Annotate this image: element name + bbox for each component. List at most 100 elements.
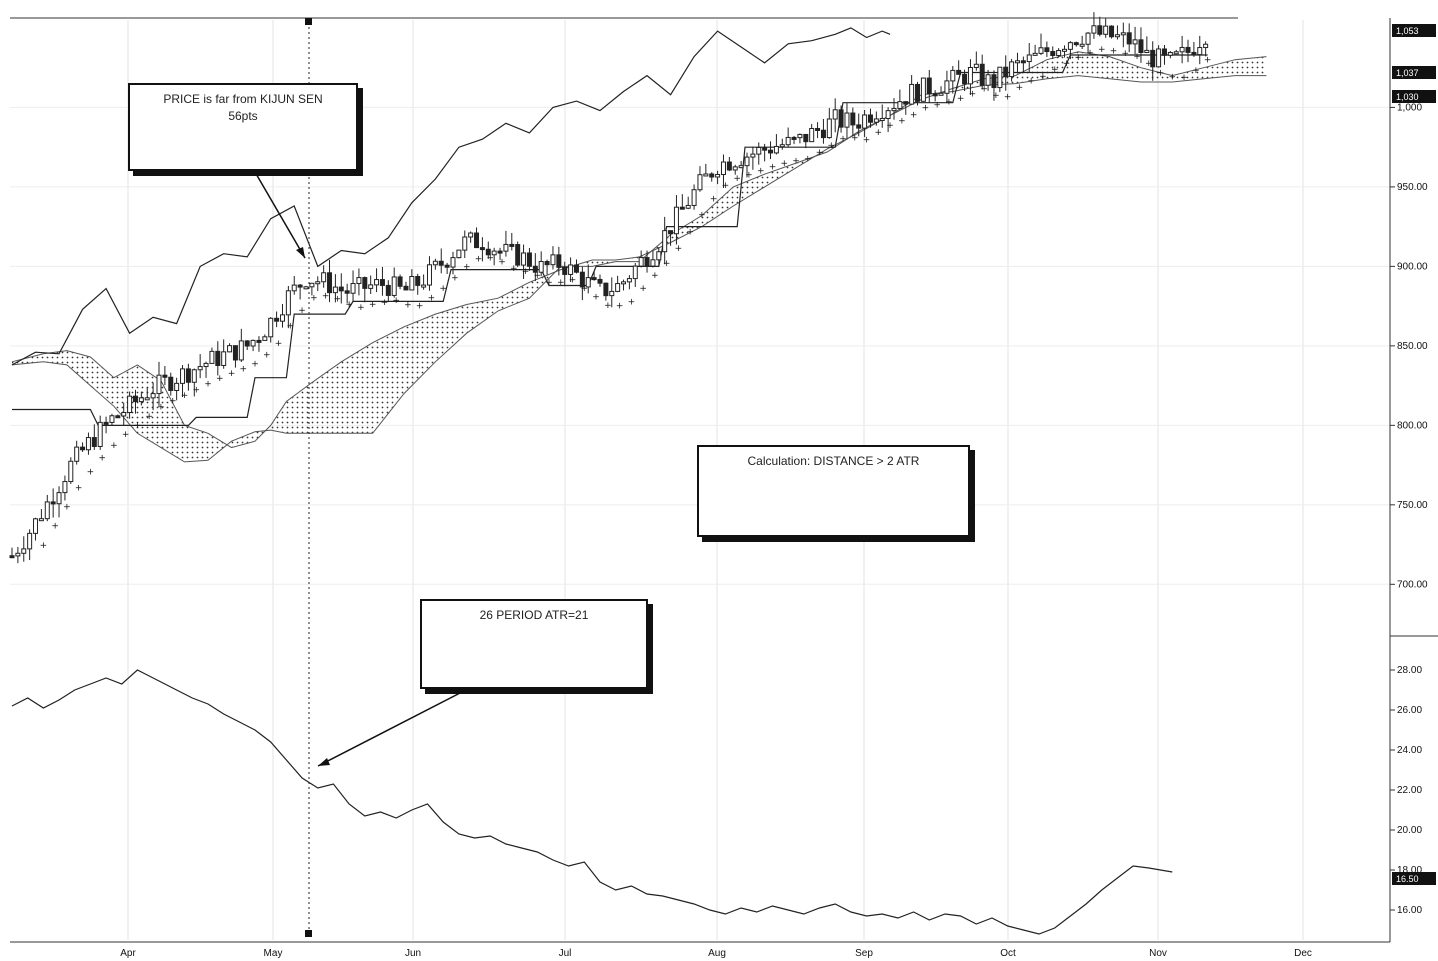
tenkan-marker: + — [216, 374, 224, 384]
candle-body — [1191, 51, 1197, 56]
tenkan-marker: + — [181, 391, 189, 401]
tenkan-marker: + — [1074, 53, 1082, 63]
candle-body — [1150, 49, 1156, 68]
tenkan-marker: + — [1110, 47, 1118, 57]
candle-body — [468, 232, 474, 238]
candle-body — [115, 415, 121, 419]
tenkan-marker: + — [980, 85, 988, 95]
atr-tick-label: 18.00 — [1397, 865, 1422, 876]
candle-body — [1167, 51, 1173, 56]
tenkan-marker: + — [145, 412, 153, 422]
tenkan-marker: + — [1086, 49, 1094, 59]
candle-body — [685, 204, 691, 209]
candle-body — [1050, 51, 1056, 56]
candle-body — [809, 127, 815, 143]
tenkan-marker: + — [251, 360, 259, 370]
cursor-handle-top[interactable] — [305, 18, 312, 25]
candle-body — [903, 101, 909, 105]
candle-body — [750, 153, 756, 158]
candle-body — [344, 290, 350, 294]
candle-body — [215, 350, 221, 366]
candle-body — [1032, 52, 1038, 56]
candle-body — [756, 146, 762, 155]
tenkan-marker: + — [122, 430, 130, 440]
tenkan-marker: + — [1180, 73, 1188, 83]
price-badge-label: 1,053 — [1396, 26, 1419, 36]
atr-panel — [11, 669, 1173, 935]
candle-body — [327, 272, 333, 294]
tenkan-marker: + — [851, 133, 859, 143]
candle-body — [1179, 46, 1185, 53]
candle-body — [221, 351, 227, 366]
tenkan-marker: + — [581, 284, 589, 294]
candle-body — [697, 174, 703, 191]
candle-body — [926, 77, 932, 95]
calculation-note: Calculation: DISTANCE > 2 ATR — [747, 454, 920, 468]
chikou-span-line — [11, 27, 891, 366]
candle-body — [1091, 25, 1097, 34]
tenkan-marker: + — [428, 294, 436, 304]
candle-body — [744, 156, 750, 167]
tenkan-marker: + — [886, 121, 894, 131]
tenkan-marker: + — [639, 284, 647, 294]
candle-body — [91, 437, 97, 447]
candle-body — [74, 446, 80, 462]
candle-body — [550, 254, 556, 266]
tenkan-sen-dots: ++++++++++++++++ + + ++++++ + ++ + + + + + ++++++ + +… — [40, 45, 1212, 551]
tenkan-marker: + — [616, 301, 624, 311]
candle-body — [985, 74, 991, 86]
candle-body — [709, 173, 715, 178]
atr-tick-label: 28.00 — [1397, 665, 1422, 676]
candle-body — [180, 368, 186, 384]
candle-body — [426, 264, 432, 286]
atr-axis-labels: 16.00 18.00 20.00 22.00 24.00 26.00 28.00 — [1390, 665, 1422, 916]
candle-body — [1203, 43, 1209, 49]
month-tick-label: Jul — [559, 948, 572, 959]
tenkan-marker: + — [63, 503, 71, 513]
candle-body — [521, 252, 527, 266]
tenkan-marker: + — [451, 274, 459, 284]
tenkan-marker: + — [875, 128, 883, 138]
candle-body — [1114, 34, 1120, 38]
candle-body — [168, 376, 174, 391]
tenkan-marker: + — [592, 292, 600, 302]
candle-body — [309, 282, 315, 288]
candle-body — [150, 393, 156, 399]
candle-body — [673, 206, 679, 235]
candle-body — [27, 532, 33, 550]
candle-body — [738, 165, 744, 169]
candlesticks — [9, 12, 1209, 564]
tenkan-marker: + — [804, 154, 812, 164]
candle-body — [773, 145, 779, 154]
candle-body — [679, 206, 685, 210]
candle-body — [279, 314, 285, 322]
atr-badge — [1392, 872, 1436, 885]
kumo-fill — [12, 51, 1267, 462]
candle-body — [15, 552, 21, 557]
tenkan-marker: + — [698, 210, 706, 220]
tenkan-marker: + — [1192, 66, 1200, 76]
month-tick-label: Nov — [1149, 948, 1167, 959]
candle-body — [944, 80, 950, 94]
callout-arrows — [254, 171, 463, 767]
cursor-handle-bottom[interactable] — [305, 930, 312, 937]
tenkan-marker: + — [298, 306, 306, 316]
tenkan-marker: + — [969, 89, 977, 99]
candle-body — [68, 460, 74, 483]
candle-body — [80, 446, 86, 451]
candle-body — [50, 501, 56, 505]
tenkan-marker: + — [51, 522, 59, 532]
tenkan-marker: + — [369, 300, 377, 310]
candle-body — [932, 93, 938, 97]
price-tick-label: 750.00 — [1397, 500, 1428, 511]
candle-body — [585, 277, 591, 288]
candle-body — [227, 345, 233, 353]
candle-body — [532, 265, 538, 273]
candle-body — [832, 109, 838, 120]
candle-body — [568, 264, 574, 275]
candle-body — [97, 421, 103, 447]
candle-body — [1014, 60, 1020, 64]
candle-body — [956, 69, 962, 75]
tenkan-marker: + — [345, 300, 353, 310]
candle-body — [544, 261, 550, 266]
